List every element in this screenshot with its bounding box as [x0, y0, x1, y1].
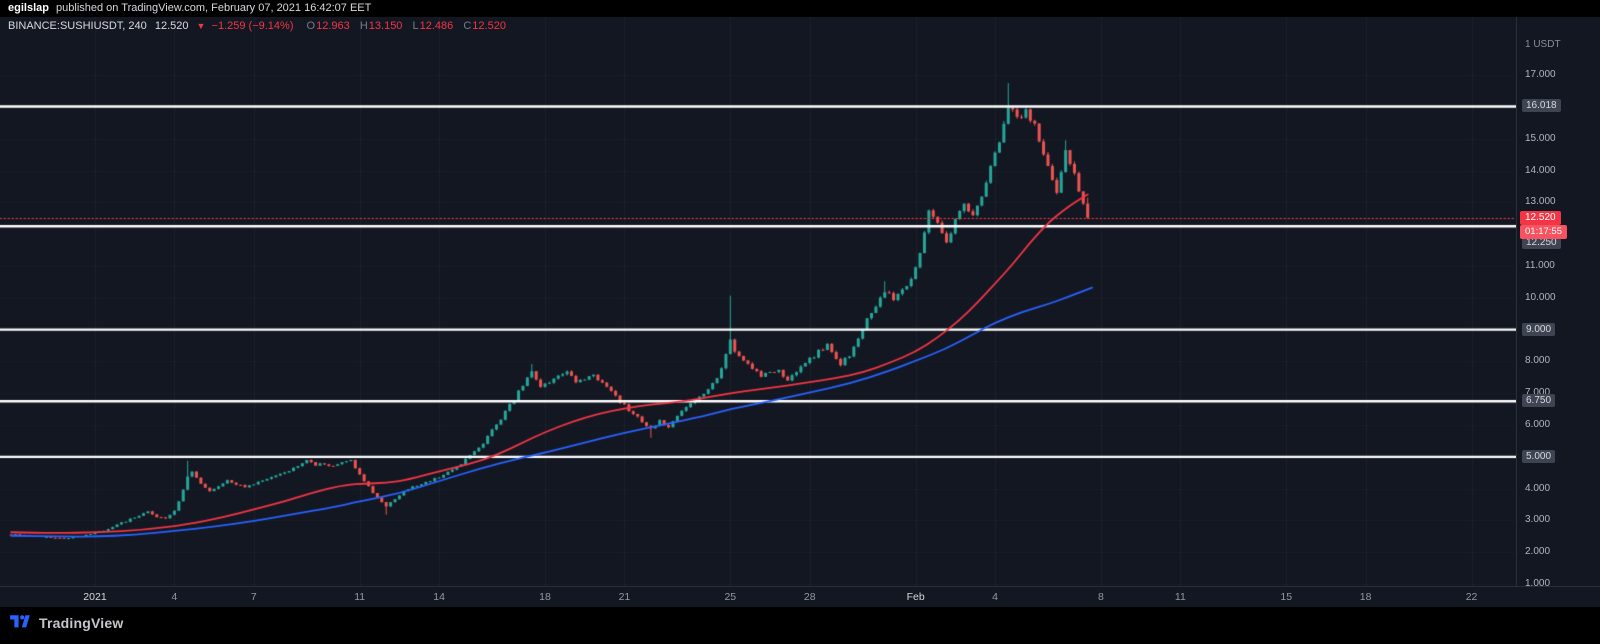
- price-tick-label: 8.000: [1525, 355, 1551, 367]
- price-tick-label: 11.000: [1525, 260, 1555, 272]
- price-tick-label: 4.000: [1525, 482, 1551, 494]
- price-level-label: 16.018: [1522, 99, 1561, 113]
- time-tick-label: 21: [618, 591, 631, 603]
- time-tick-label: 11: [354, 591, 366, 603]
- time-tick-label: 2021: [83, 591, 107, 603]
- axis-unit-label: 1 USDT: [1525, 39, 1561, 50]
- high-label: H: [359, 20, 368, 32]
- price-tick-label: 7.000: [1525, 387, 1551, 399]
- close-value: 12.520: [472, 20, 506, 32]
- price-tick-label: 10.000: [1525, 291, 1556, 303]
- price-tick-label: 17.000: [1525, 69, 1556, 81]
- current-price-badge: 12.520: [1520, 210, 1561, 225]
- tradingview-logo[interactable]: TradingView: [10, 614, 123, 631]
- high-value: 13.150: [368, 20, 403, 32]
- time-axis[interactable]: 2021 4 7 11 14 18 21 25 28 Feb 4 8 11 15 18 22: [0, 586, 1600, 607]
- price-tick-label: 15.000: [1525, 132, 1556, 144]
- price-tick-label: 1.000: [1525, 578, 1551, 590]
- direction-down-icon: ▼: [196, 21, 206, 31]
- price-tick-label: 14.000: [1525, 164, 1556, 176]
- time-tick-label: 4: [992, 591, 998, 603]
- candle-countdown-badge: 01:17:55: [1520, 225, 1567, 240]
- time-tick-label: 7: [250, 591, 257, 603]
- author-link[interactable]: egilslap: [8, 2, 49, 14]
- time-tick-label: 22: [1465, 591, 1478, 603]
- price-tick-label: 6.000: [1525, 419, 1551, 431]
- chart-plot-area: BINANCE:SUSHIUSDT, 240 12.520 ▼ −1.259 (…: [0, 17, 1516, 586]
- time-tick-label: 28: [803, 591, 816, 603]
- time-tick-label: Feb: [906, 591, 925, 603]
- publish-info: published on TradingView.com, February 0…: [56, 2, 372, 14]
- time-tick-label: 15: [1280, 591, 1293, 603]
- symbol-name[interactable]: BINANCE:SUSHIUSDT, 240: [8, 20, 147, 32]
- price-level-label: 9.000: [1522, 322, 1556, 336]
- symbol-legend: BINANCE:SUSHIUSDT, 240 12.520 ▼ −1.259 (…: [8, 20, 513, 32]
- price-level-label: 5.000: [1522, 449, 1556, 463]
- tradingview-logo-text: TradingView: [39, 614, 124, 631]
- price-tick-label: 13.000: [1525, 196, 1556, 208]
- open-label: O: [306, 20, 316, 32]
- candlestick-chart-canvas[interactable]: [0, 17, 1516, 586]
- price-change: −1.259 (−9.14%): [211, 20, 294, 32]
- last-price: 12.520: [154, 20, 189, 32]
- close-label: C: [463, 20, 472, 32]
- time-tick-label: 11: [1174, 591, 1186, 603]
- time-tick-label: 4: [171, 591, 178, 603]
- bottom-bar: TradingView: [0, 607, 1600, 644]
- tradingview-logo-icon: [10, 615, 30, 628]
- low-value: 12.486: [419, 20, 454, 32]
- time-tick-label: 18: [1359, 591, 1372, 603]
- publish-bar: egilslap published on TradingView.com, F…: [0, 0, 1600, 17]
- low-label: L: [412, 20, 419, 32]
- price-level-label: 6.750: [1522, 394, 1556, 408]
- time-tick-label: 18: [539, 591, 551, 603]
- price-axis[interactable]: 1 USDT 12.520 01:17:55 17.000 16.018 15.00…: [1516, 17, 1600, 607]
- time-tick-label: 25: [724, 591, 737, 603]
- price-tick-label: 3.000: [1525, 514, 1551, 526]
- time-tick-label: 14: [433, 591, 445, 603]
- price-tick-label: 2.000: [1525, 546, 1551, 558]
- price-level-label: 12.250: [1522, 236, 1561, 250]
- open-value: 12.963: [316, 20, 350, 32]
- time-tick-label: 8: [1098, 591, 1104, 603]
